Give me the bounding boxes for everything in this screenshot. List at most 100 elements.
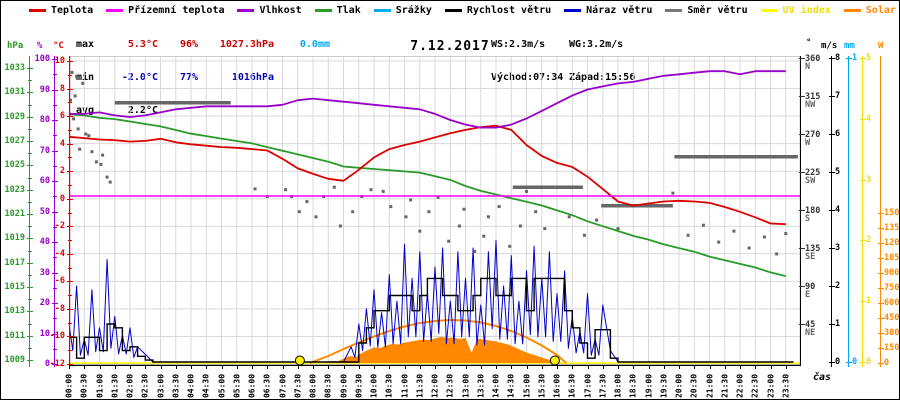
temperature-axis-label: -12 [49,359,65,369]
solar-axis-label: 0 [884,358,890,368]
legend-item-6: Náraz větru [564,5,652,16]
humidity-axis-minor-tick [53,74,57,75]
x-tick [663,366,665,369]
wind-direction-axis-label: 45 NE [805,320,816,338]
pressure-axis-label: 1009 [4,355,25,365]
pressure-axis-label: 1029 [4,112,25,122]
stats-avg-row: avg 2.2°C [76,105,330,116]
temperature-axis-label: 10 [54,56,65,66]
wind-direction-axis-label: 360 N [805,54,821,72]
temperature-axis-minor-tick [68,102,72,103]
x-tick [160,366,162,369]
x-tick-label: 03:30 [171,373,181,399]
wind-direction-axis-label: 270 W [805,130,821,148]
x-tick-label: 05:00 [217,373,226,399]
pressure-axis-header: hPa [7,41,24,51]
x-axis-caption: čas [813,372,832,383]
solar-axis-tick [878,288,884,289]
max-temperature: 5.3°C [127,39,158,50]
sunrise-time: Východ:07:34 [491,72,564,83]
wind-speed-axis-label: 5 [835,167,841,177]
legend-item-5: Rychlost větru [444,5,551,16]
legend-swatch [106,9,124,12]
humidity-axis-header: % [37,41,43,51]
wind-speed-axis-label: 0 [835,357,841,367]
temperature-axis-label: 8 [59,84,65,94]
x-tick [358,366,360,369]
humidity-axis-line [54,56,55,367]
legend-label: Tlak [336,5,361,16]
legend-label: UV index [782,5,831,16]
wind-direction-axis-label: 135 SE [805,244,821,262]
legend-item-8: UV index [760,5,831,16]
uv-axis-tick [860,240,866,241]
uv-axis-label: 1 [866,296,872,306]
x-tick [313,366,314,369]
temperature-axis-label: -4 [54,249,65,259]
x-tick-label: 19:30 [659,373,669,399]
solar-axis-label: 750 [884,283,900,293]
legend-swatch [29,9,46,12]
legend-swatch [314,9,332,12]
temperature-axis-tick [67,171,73,172]
uv-axis-tick [860,180,866,181]
humidity-axis-minor-tick [53,318,57,319]
uv-axis-tick [860,301,866,302]
wind-direction-axis-tick [799,58,805,59]
temperature-axis-tick [67,226,73,227]
temperature-axis-label: 0 [59,194,65,204]
max-humidity: 96% [179,39,198,50]
wind-gust-stat: WG:3.2m/s [569,39,624,50]
temperature-axis-tick [67,309,73,310]
x-tick-label: 17:30 [598,373,608,399]
x-tick [69,366,70,369]
x-tick [480,366,482,369]
humidity-axis-label: 30 [39,268,50,278]
x-tick [99,366,101,369]
x-tick-label: 22:30 [750,373,760,399]
temperature-axis-tick [67,364,73,365]
solar-axis-label: 1050 [884,253,900,263]
x-tick [236,366,238,369]
wind-speed-axis-tick [829,210,835,211]
legend-swatch [665,9,683,12]
pressure-axis-tick [27,336,33,337]
rain-axis-tick [846,58,852,59]
pressure-axis-minor-tick [28,80,32,81]
humidity-axis-minor-tick [53,166,57,167]
min-pressure: 1016hPa [231,72,274,83]
pressure-axis-tick [27,214,33,215]
x-tick [221,366,223,369]
solar-axis-tick [878,348,884,349]
x-tick [587,366,589,369]
legend-swatch [373,9,391,12]
legend-item-3: Tlak [314,5,361,16]
rain-axis-label: 1 [852,53,858,63]
x-tick [709,366,711,369]
x-tick-label: 06:30 [262,373,272,399]
wind-speed-axis-label: 2 [835,281,841,291]
wind-speed-stat: WS:2.3m/s [491,39,546,50]
temperature-axis-tick [67,254,73,255]
solar-axis-tick [878,363,884,364]
solar-axis-label: 600 [884,298,900,308]
pressure-axis-tick [27,287,33,288]
wind-speed-axis-tick [829,362,835,363]
solar-axis-label: 300 [884,328,900,338]
x-tick [496,366,497,369]
x-tick [130,366,131,369]
humidity-axis-label: 90 [39,85,50,95]
x-tick-label: 09:30 [354,373,364,399]
x-tick [84,366,86,369]
humidity-axis-label: 10 [39,329,50,339]
temperature-axis-minor-tick [68,268,72,269]
wind-speed-axis-header: m/s [821,41,838,51]
x-tick [755,366,757,369]
pressure-axis-label: 1013 [4,306,25,316]
legend-swatch [444,9,462,12]
avg-temperature: 2.2°C [127,105,158,116]
humidity-axis-minor-tick [53,196,57,197]
wind-direction-axis-tick [799,96,805,97]
uv-axis-label: 2 [866,235,872,245]
